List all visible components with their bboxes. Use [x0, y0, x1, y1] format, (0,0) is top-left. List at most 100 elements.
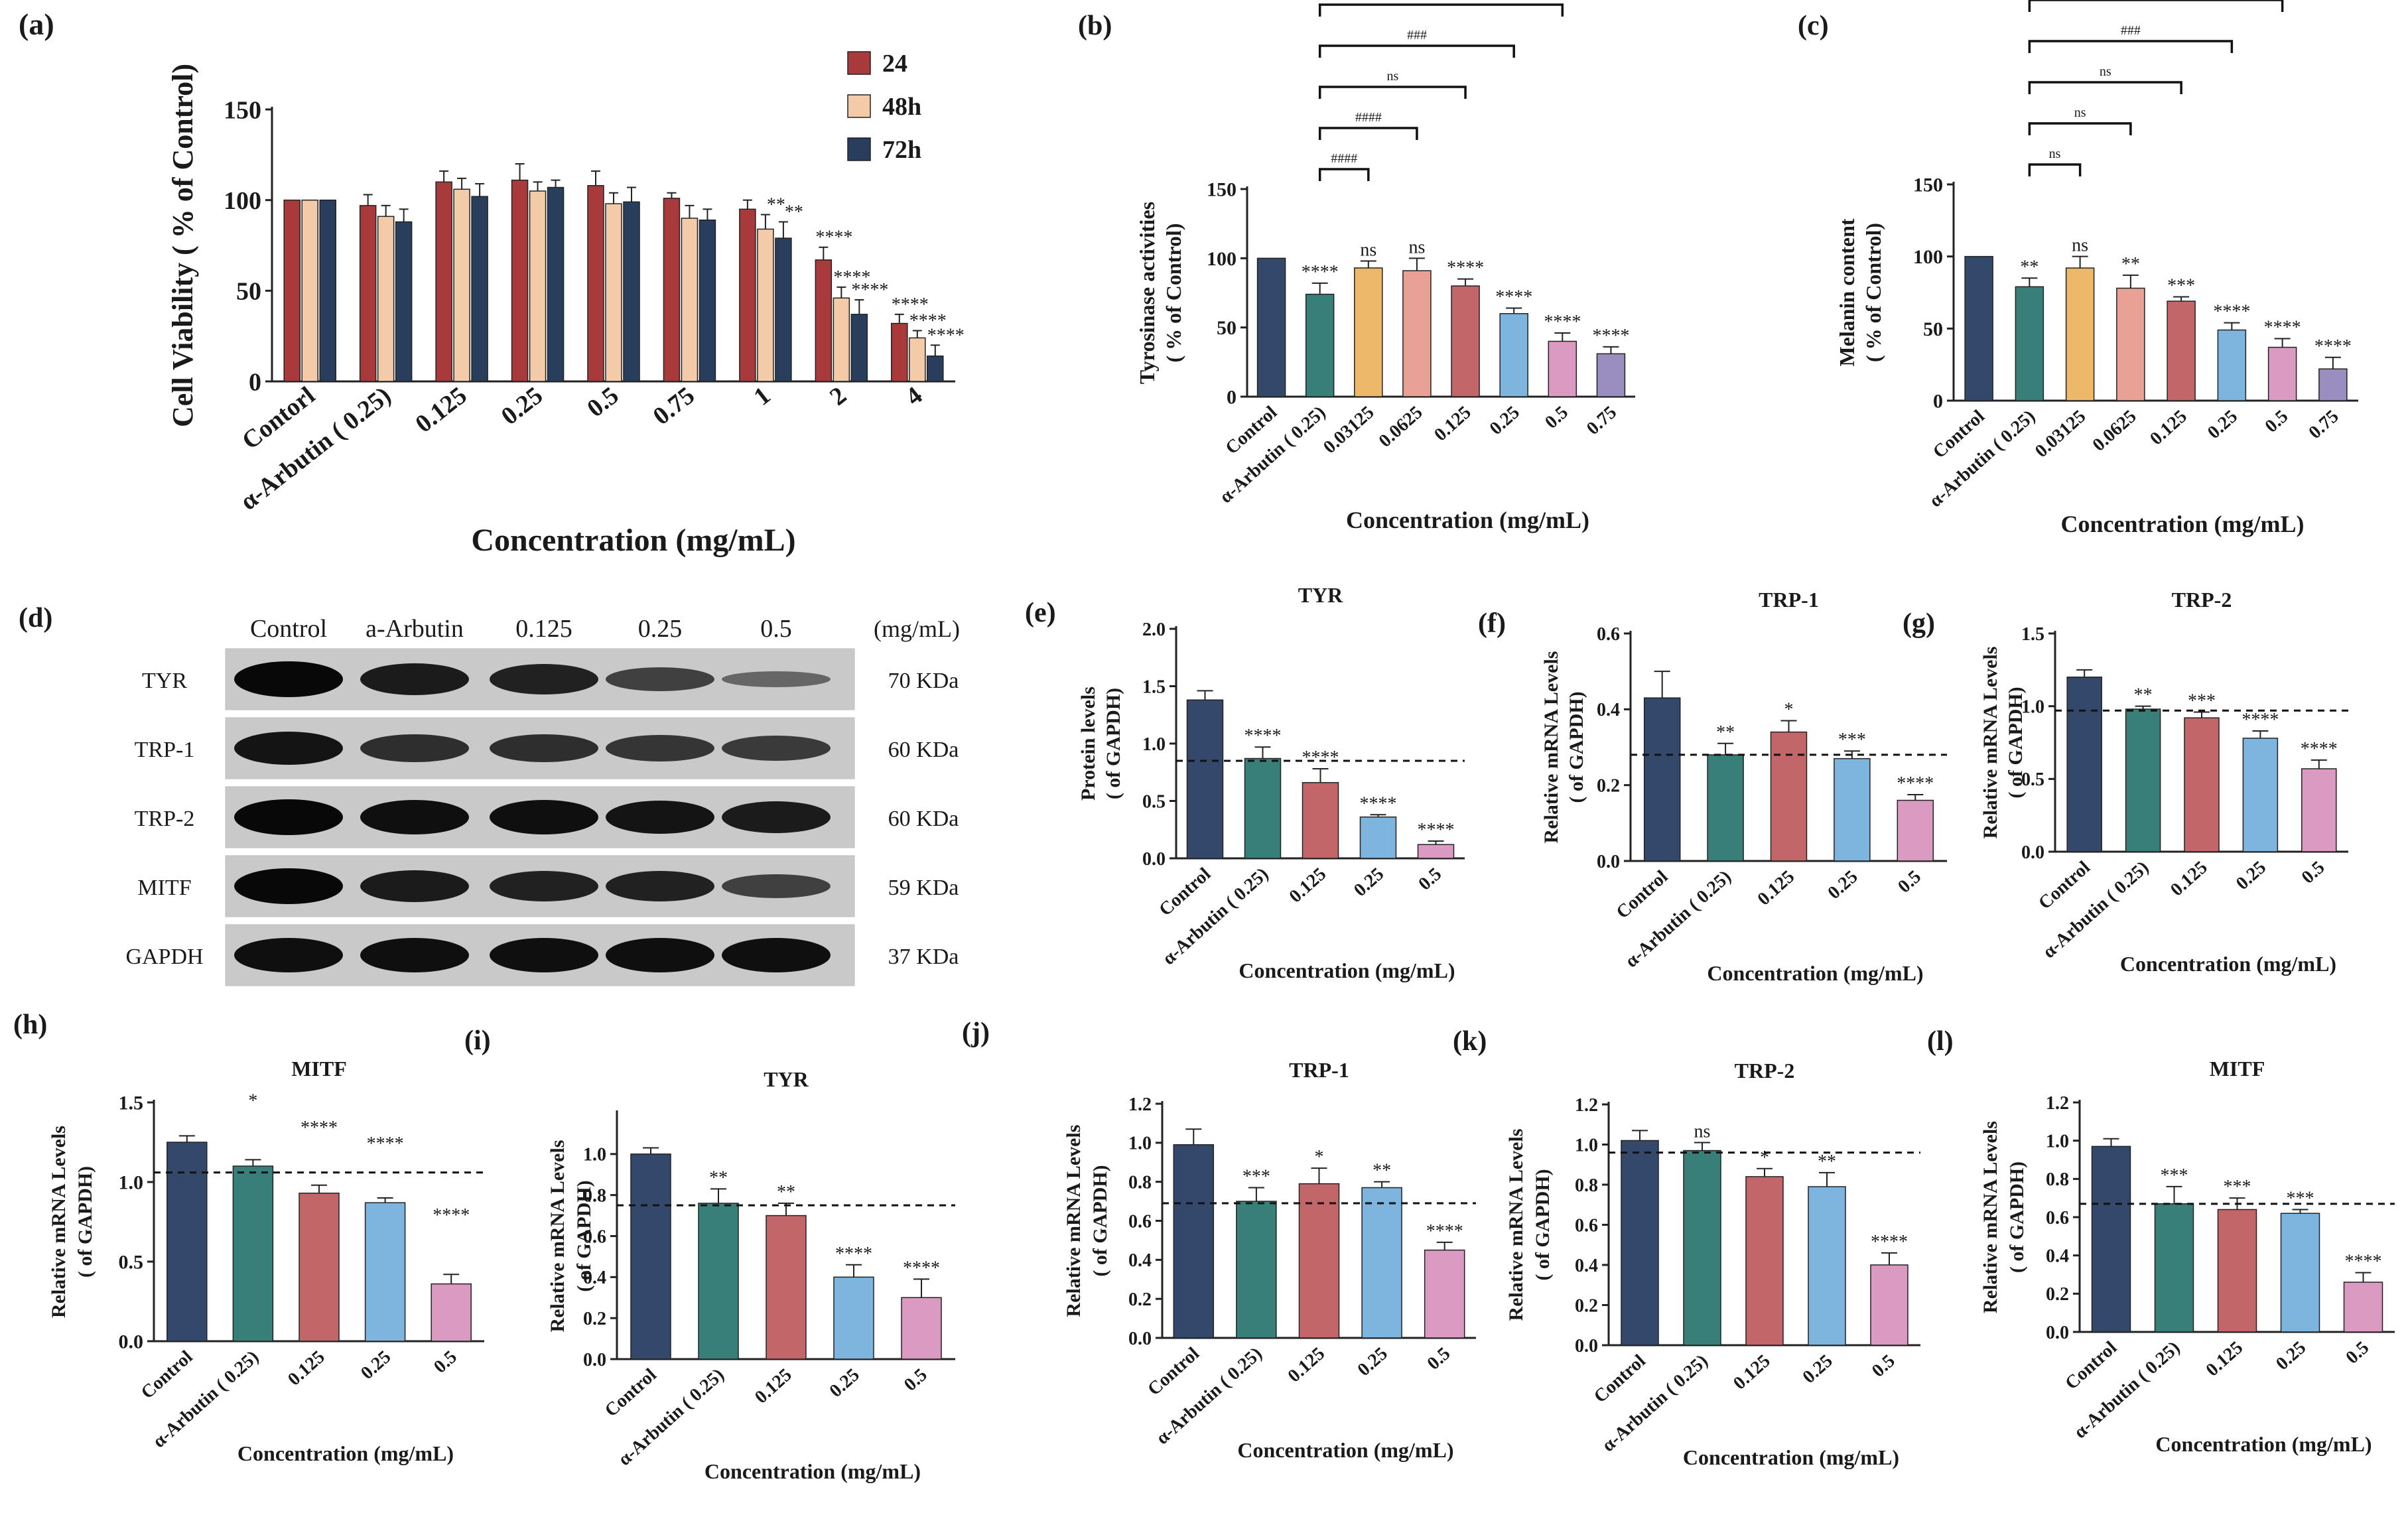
x-tick-label: 0.25 [2204, 406, 2241, 443]
bar [1402, 270, 1432, 397]
bar [833, 297, 850, 382]
y-tick-label: 0.4 [1575, 1256, 1598, 1276]
significance-label: *** [2188, 691, 2216, 711]
x-axis-label: Concentration (mg/mL) [1237, 1438, 1453, 1462]
significance-label: **** [927, 325, 965, 346]
y-tick-label: 1.0 [1128, 1134, 1152, 1154]
bar [1683, 1150, 1721, 1346]
significance-label: ** [2121, 254, 2140, 275]
x-axis-label: Concentration (mg/mL) [2061, 511, 2305, 537]
legend-label: 72h [882, 136, 921, 164]
x-tick-label: 0.125 [410, 381, 472, 438]
bar [1256, 257, 1286, 397]
blot-band [490, 938, 598, 972]
y-tick-label: 50 [1923, 318, 1943, 340]
x-axis-label: Concentration (mg/mL) [471, 523, 795, 558]
y-axis-label: Relative mRNA Levels [48, 1126, 70, 1318]
y-tick-label: 0.2 [583, 1309, 606, 1329]
blot-band [606, 735, 714, 761]
panel-i-tyr-mrna-chart: (i) TYR 0.0 0.2 0.4 0.6 0.8 1.0 Relative mRNA Le… [464, 1025, 955, 1483]
x-tick-label: 0.25 [1486, 402, 1524, 439]
x-axis-label: Concentration (mg/mL) [2155, 1432, 2372, 1456]
bar [283, 199, 301, 382]
x-tick-label: 0.75 [648, 381, 700, 430]
bar [1499, 313, 1528, 397]
y-tick-label: 0.0 [583, 1350, 606, 1370]
comparison-bracket [2028, 122, 2132, 135]
bar [1451, 285, 1480, 397]
panel-label: (l) [1927, 1026, 1954, 1057]
bar [364, 1202, 406, 1342]
bar [547, 186, 565, 382]
bar [2217, 1209, 2257, 1333]
bar [757, 228, 774, 382]
panel-label: (b) [1078, 11, 1112, 41]
bar [2242, 738, 2279, 852]
y-tick-label: 0.5 [2021, 769, 2044, 790]
bar [891, 322, 908, 382]
y-tick-label: 0.4 [1128, 1250, 1152, 1271]
significance-label: **** [367, 1134, 404, 1154]
bar [232, 1165, 274, 1342]
bar [1186, 699, 1224, 859]
y-tick-label: 0.0 [2046, 1323, 2069, 1343]
x-axis-label: Concentration (mg/mL) [1238, 958, 1455, 982]
bar [1298, 1183, 1340, 1339]
significance-label: **** [1447, 258, 1484, 279]
x-axis-label: Concentration (mg/mL) [1346, 507, 1589, 533]
significance-label: * [1315, 1147, 1324, 1167]
bar [1808, 1186, 1846, 1346]
y-axis-label-line2: ( of GAPDH) [1566, 691, 1587, 803]
bar [2116, 287, 2145, 401]
molecular-weight-label: 37 KDa [888, 945, 959, 969]
y-tick-label: 0.2 [1597, 775, 1620, 796]
bar [1236, 1201, 1277, 1339]
blot-band [360, 938, 469, 972]
legend-swatch [847, 94, 871, 118]
significance-label: *** [2167, 276, 2195, 296]
x-tick-label: 0.125 [1286, 864, 1331, 907]
x-axis-label: Concentration (mg/mL) [237, 1441, 454, 1465]
significance-label: **** [815, 228, 852, 248]
bar [766, 1215, 807, 1360]
y-tick-label: 0.2 [2046, 1284, 2069, 1305]
blot-band [234, 732, 343, 765]
significance-label: *** [2224, 1177, 2251, 1197]
blot-band [234, 868, 343, 904]
significance-label: * [1760, 1148, 1769, 1168]
bracket-label: #### [1331, 151, 1357, 166]
bar [453, 188, 470, 382]
legend-label: 24 [882, 50, 907, 78]
x-tick-label: Control [1144, 1343, 1203, 1400]
bar [2280, 1213, 2320, 1333]
x-tick-label: 0.5 [1541, 402, 1572, 432]
x-tick-label: 0.5 [1414, 864, 1445, 894]
bar [435, 181, 452, 382]
blot-band [234, 938, 343, 972]
bar [359, 205, 377, 382]
panel-g-trp2-mrna-chart: (g) TRP-2 0.0 0.5 1.0 1.5 Relative mRNA Levels… [1903, 588, 2348, 976]
panel-k-trp2-mrna-chart: (k) TRP-2 0.0 0.2 0.4 0.6 0.8 1.0 1.2 Relative mR… [1453, 1026, 1920, 1469]
y-tick-label: 0.8 [583, 1185, 606, 1206]
significance-label: **** [1495, 287, 1532, 307]
y-tick-label: 1.0 [119, 1172, 144, 1194]
significance-label: **** [2264, 318, 2301, 338]
comparison-bracket [1318, 127, 1418, 140]
y-tick-label: 0.8 [1128, 1172, 1152, 1193]
x-tick-label: Control [1590, 1350, 1650, 1407]
significance-label: **** [1302, 748, 1339, 768]
y-axis-label-line2: ( of GAPDH) [2006, 1161, 2028, 1273]
protein-label: TRP-1 [135, 738, 195, 762]
y-tick-label: 0.6 [1128, 1211, 1152, 1232]
bar [471, 196, 488, 382]
significance-label: **** [835, 1244, 872, 1264]
bar [1354, 267, 1383, 397]
blot-band [606, 801, 714, 834]
y-tick-label: 1.5 [2021, 624, 2044, 645]
y-axis-label-line2: ( of GAPDH) [1103, 688, 1124, 799]
significance-label: **** [1302, 262, 1339, 283]
x-tick-label: 4 [900, 381, 927, 411]
significance-label: **** [2314, 336, 2352, 357]
blot-band [722, 801, 831, 833]
x-tick-label: Control [137, 1347, 197, 1403]
